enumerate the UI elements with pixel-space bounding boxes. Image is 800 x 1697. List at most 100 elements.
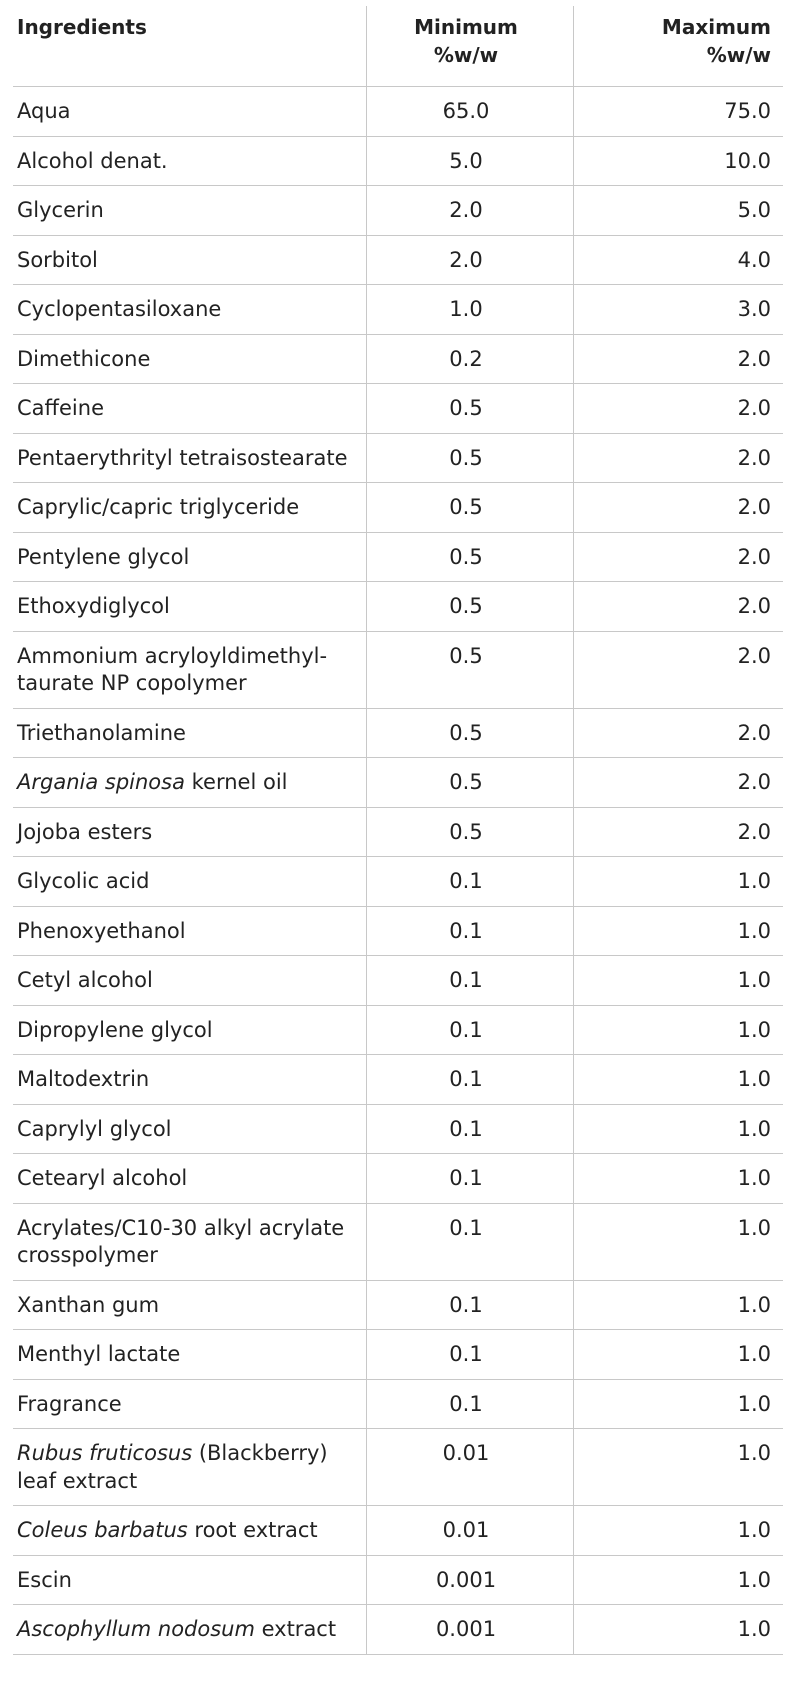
maximum-value: 5.0: [738, 198, 771, 222]
maximum-cell: 1.0: [574, 956, 784, 1006]
minimum-value: 0.001: [436, 1568, 496, 1592]
minimum-value: 0.2: [449, 347, 482, 371]
ingredient-cell: Ascophyllum nodosum extract: [13, 1605, 367, 1655]
minimum-value: 0.001: [436, 1617, 496, 1641]
maximum-cell: 1.0: [574, 1280, 784, 1330]
ingredient-text: Dimethicone: [17, 347, 150, 371]
minimum-cell: 0.1: [367, 906, 574, 956]
minimum-cell: 0.5: [367, 433, 574, 483]
ingredient-text: Maltodextrin: [17, 1067, 149, 1091]
ingredient-cell: Maltodextrin: [13, 1055, 367, 1105]
ingredient-text: Escin: [17, 1568, 72, 1592]
table-row: Acrylates/C10-30 alkyl acrylate crosspol…: [13, 1203, 783, 1280]
ingredient-text: Ethoxydiglycol: [17, 594, 170, 618]
minimum-value: 0.1: [449, 869, 482, 893]
maximum-value: 1.0: [738, 1216, 771, 1240]
maximum-cell: 1.0: [574, 906, 784, 956]
ingredient-text: Ascophyllum nodosum: [17, 1617, 255, 1641]
ingredient-cell: Cyclopentasiloxane: [13, 285, 367, 335]
maximum-value: 2.0: [738, 644, 771, 668]
minimum-cell: 2.0: [367, 235, 574, 285]
ingredient-text: Argania spinosa: [17, 770, 185, 794]
minimum-cell: 5.0: [367, 136, 574, 186]
minimum-cell: 0.5: [367, 483, 574, 533]
ingredient-cell: Cetearyl alcohol: [13, 1154, 367, 1204]
maximum-cell: 75.0: [574, 87, 784, 137]
ingredient-cell: Argania spinosa kernel oil: [13, 758, 367, 808]
table-row: Ammonium acryloyldimethyl-taurate NP cop…: [13, 631, 783, 708]
minimum-cell: 1.0: [367, 285, 574, 335]
maximum-value: 4.0: [738, 248, 771, 272]
minimum-cell: 65.0: [367, 87, 574, 137]
minimum-cell: 0.5: [367, 807, 574, 857]
ingredient-cell: Jojoba esters: [13, 807, 367, 857]
maximum-value: 1.0: [738, 1568, 771, 1592]
table-row: Menthyl lactate0.11.0: [13, 1330, 783, 1380]
table-row: Triethanolamine0.52.0: [13, 708, 783, 758]
maximum-cell: 2.0: [574, 532, 784, 582]
header-text: Ingredients: [17, 15, 147, 39]
maximum-cell: 1.0: [574, 1506, 784, 1556]
maximum-cell: 1.0: [574, 1429, 784, 1506]
ingredient-cell: Dipropylene glycol: [13, 1005, 367, 1055]
table-row: Cyclopentasiloxane1.03.0: [13, 285, 783, 335]
maximum-cell: 4.0: [574, 235, 784, 285]
maximum-cell: 1.0: [574, 1330, 784, 1380]
maximum-value: 1.0: [738, 1018, 771, 1042]
maximum-cell: 2.0: [574, 433, 784, 483]
minimum-cell: 0.5: [367, 708, 574, 758]
ingredient-cell: Pentylene glycol: [13, 532, 367, 582]
ingredient-text: kernel oil: [185, 770, 288, 794]
maximum-value: 1.0: [738, 1392, 771, 1416]
table-row: Alcohol denat.5.010.0: [13, 136, 783, 186]
ingredient-text: root extract: [188, 1518, 318, 1542]
table-row: Cetyl alcohol0.11.0: [13, 956, 783, 1006]
minimum-cell: 0.01: [367, 1506, 574, 1556]
minimum-value: 0.1: [449, 1293, 482, 1317]
table-row: Dipropylene glycol0.11.0: [13, 1005, 783, 1055]
header-text: Minimum: [371, 14, 561, 42]
table-row: Glycerin2.05.0: [13, 186, 783, 236]
header-cell: Minimum %w/w: [367, 6, 574, 87]
minimum-value: 0.5: [449, 396, 482, 420]
minimum-cell: 0.001: [367, 1605, 574, 1655]
ingredient-text: Rubus fruticosus: [17, 1441, 192, 1465]
maximum-value: 1.0: [738, 1518, 771, 1542]
minimum-cell: 0.5: [367, 532, 574, 582]
minimum-cell: 0.1: [367, 1330, 574, 1380]
table-row: Cetearyl alcohol0.11.0: [13, 1154, 783, 1204]
table-row: Caprylyl glycol0.11.0: [13, 1104, 783, 1154]
minimum-value: 1.0: [449, 297, 482, 321]
ingredient-cell: Pentaerythrityl tetraisostearate: [13, 433, 367, 483]
ingredient-text: Aqua: [17, 99, 71, 123]
table-row: Dimethicone0.22.0: [13, 334, 783, 384]
maximum-cell: 2.0: [574, 807, 784, 857]
ingredient-text: Acrylates/C10-30 alkyl acrylate crosspol…: [17, 1216, 344, 1268]
ingredient-cell: Glycolic acid: [13, 857, 367, 907]
table-row: Fragrance0.11.0: [13, 1379, 783, 1429]
minimum-cell: 2.0: [367, 186, 574, 236]
table-row: Caffeine0.52.0: [13, 384, 783, 434]
minimum-cell: 0.1: [367, 1280, 574, 1330]
maximum-value: 1.0: [738, 1166, 771, 1190]
maximum-value: 2.0: [738, 820, 771, 844]
table-row: Ascophyllum nodosum extract 0.001 1.0: [13, 1605, 783, 1655]
ingredient-cell: Aqua: [13, 87, 367, 137]
minimum-value: 0.5: [449, 644, 482, 668]
ingredient-cell: Ethoxydiglycol: [13, 582, 367, 632]
ingredient-text: Fragrance: [17, 1392, 122, 1416]
ingredient-cell: Caffeine: [13, 384, 367, 434]
ingredient-cell: Phenoxyethanol: [13, 906, 367, 956]
ingredient-cell: Ammonium acryloyldimethyl-taurate NP cop…: [13, 631, 367, 708]
ingredient-text: Caffeine: [17, 396, 104, 420]
maximum-cell: 1.0: [574, 1605, 784, 1655]
ingredient-text: Caprylic/capric triglyceride: [17, 495, 299, 519]
ingredient-cell: Rubus fruticosus (Blackberry) leaf extra…: [13, 1429, 367, 1506]
ingredient-text: Coleus barbatus: [17, 1518, 188, 1542]
minimum-value: 0.5: [449, 770, 482, 794]
ingredient-text: Cyclopentasiloxane: [17, 297, 221, 321]
minimum-cell: 0.1: [367, 956, 574, 1006]
table-row: Jojoba esters 0.5 2.0: [13, 807, 783, 857]
maximum-cell: 2.0: [574, 708, 784, 758]
minimum-value: 0.5: [449, 820, 482, 844]
